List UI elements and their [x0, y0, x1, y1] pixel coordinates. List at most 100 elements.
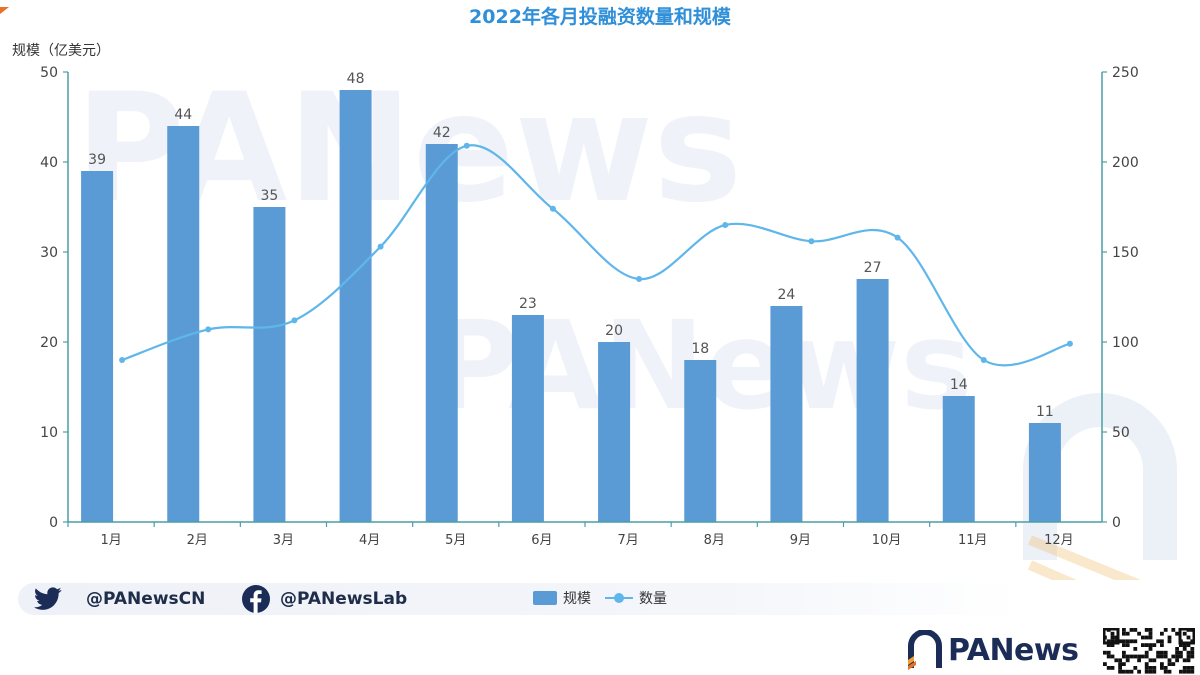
qr-module: [1190, 650, 1195, 655]
qr-module: [1144, 666, 1149, 670]
watermark-stripe-2: [1027, 560, 1077, 580]
qr-module: [1160, 643, 1164, 647]
qr-module: [1167, 639, 1172, 644]
qr-module: [1133, 654, 1138, 659]
qr-module: [1160, 650, 1164, 655]
qr-module: [1125, 631, 1130, 636]
twitter-handle[interactable]: @PANewsCN: [34, 586, 205, 612]
qr-module: [1103, 662, 1107, 666]
qr-module: [1133, 666, 1138, 670]
bar-value-label: 27: [864, 260, 882, 276]
bar-value-label: 23: [519, 296, 537, 312]
line-point: [722, 222, 729, 228]
qr-module: [1122, 631, 1126, 636]
x-tick-label: 2月: [187, 533, 208, 548]
y-left-tick-label: 10: [40, 425, 58, 441]
line-point: [549, 205, 556, 212]
qr-module: [1144, 662, 1149, 666]
bar: [425, 144, 458, 522]
qr-module: [1106, 643, 1111, 647]
watermark-stripe-1: [1028, 535, 1141, 580]
bar-value-label: 20: [605, 323, 623, 339]
qr-module: [1122, 639, 1126, 644]
brand-logo: PANews: [908, 628, 1079, 672]
qr-module: [1182, 666, 1187, 670]
bar-value-label: 44: [174, 107, 192, 123]
qr-module: [1171, 628, 1176, 632]
qr-module: [1148, 631, 1153, 636]
qr-module: [1114, 639, 1119, 644]
qr-module: [1106, 666, 1111, 670]
brand-name: PANews: [948, 632, 1079, 668]
bar: [770, 306, 803, 522]
qr-module: [1137, 658, 1141, 663]
chart-title: 2022年各月投融资数量和规模: [469, 6, 731, 28]
qr-module: [1122, 643, 1126, 647]
qr-module: [1125, 654, 1130, 659]
qr-module: [1110, 666, 1115, 670]
qr-module: [1186, 650, 1191, 655]
facebook-handle[interactable]: @PANewsLab: [242, 585, 407, 613]
twitter-handle-text: @PANewsCN: [86, 589, 206, 609]
bar: [856, 279, 889, 522]
line-point: [205, 326, 212, 333]
bar-value-label: 48: [347, 71, 365, 87]
qr-module: [1118, 666, 1122, 670]
qr-module: [1152, 658, 1157, 663]
qr-module: [1179, 654, 1183, 659]
qr-module: [1114, 658, 1119, 663]
legend-bar-label: 规模: [563, 591, 591, 607]
y-right-tick-label: 150: [1112, 245, 1139, 261]
qr-module: [1141, 654, 1145, 659]
y-right-tick-label: 0: [1112, 515, 1121, 531]
bar-value-label: 14: [950, 377, 968, 393]
qr-module: [1186, 669, 1191, 674]
qr-module: [1182, 631, 1187, 636]
qr-module: [1141, 643, 1145, 647]
qr-module: [1122, 669, 1126, 674]
y-left-tick-label: 0: [49, 515, 58, 531]
qr-module: [1186, 658, 1191, 663]
qr-module: [1152, 666, 1157, 670]
qr-module: [1118, 639, 1122, 644]
qr-module: [1137, 654, 1141, 659]
qr-module: [1156, 650, 1160, 655]
qr-module: [1144, 643, 1149, 647]
qr-module: [1163, 666, 1168, 670]
legend-line-swatch: [605, 591, 633, 605]
qr-module: [1144, 650, 1149, 655]
qr-module: [1182, 643, 1187, 647]
qr-module: [1133, 628, 1138, 632]
line-point: [980, 357, 987, 363]
chart-canvas: PANewsPANews 010203040500501001502002501…: [40, 62, 1177, 580]
qr-module: [1182, 647, 1187, 651]
qr-module: [1133, 639, 1138, 644]
y-axis-left-label: 规模（亿美元）: [12, 43, 110, 59]
x-tick-label: 6月: [531, 533, 552, 548]
qr-module: [1122, 662, 1126, 666]
qr-module: [1141, 635, 1145, 640]
qr-module: [1148, 628, 1153, 632]
qr-module: [1167, 669, 1172, 674]
qr-module: [1163, 650, 1168, 655]
line-point: [894, 234, 901, 241]
bar: [339, 90, 372, 522]
qr-module: [1144, 628, 1149, 632]
x-tick-label: 3月: [273, 533, 294, 548]
qr-module: [1118, 669, 1122, 674]
bar: [942, 396, 975, 522]
qr-module: [1148, 643, 1153, 647]
bar-value-label: 39: [88, 152, 106, 168]
bar: [511, 315, 544, 522]
qr-module: [1160, 654, 1164, 659]
legend-line-label: 数量: [639, 591, 667, 607]
x-tick-label: 4月: [359, 533, 380, 548]
qr-module: [1167, 658, 1172, 663]
qr-module: [1179, 650, 1183, 655]
qr-module: [1175, 658, 1179, 663]
qr-module: [1160, 639, 1164, 644]
qr-module: [1175, 631, 1179, 636]
bar: [684, 360, 717, 522]
qr-module: [1122, 654, 1126, 659]
qr-module: [1175, 647, 1179, 651]
